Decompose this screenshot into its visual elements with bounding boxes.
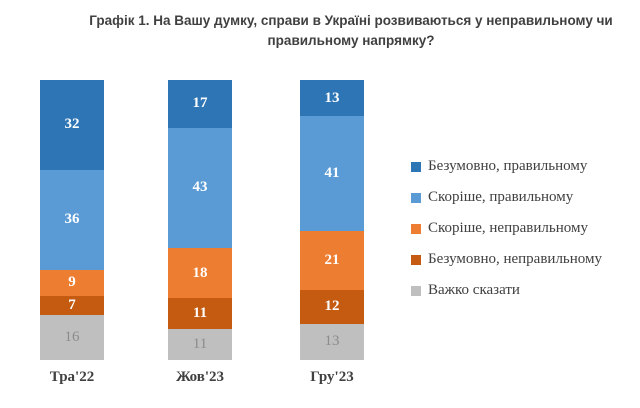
bar-value-label: 7 [68, 296, 76, 313]
legend-label: Скоріше, правильному [428, 189, 574, 205]
category-label: Гру'23 [310, 369, 354, 385]
legend-item: Важко сказати [411, 275, 602, 306]
bar-value-label: 11 [192, 336, 208, 353]
legend-item: Скоріше, неправильному [411, 213, 602, 244]
bar-value-label: 16 [64, 329, 80, 346]
legend-swatch-icon [411, 192, 421, 203]
bar-value-label: 11 [192, 305, 208, 322]
legend-swatch-icon [411, 161, 421, 172]
legend-swatch-icon [411, 254, 421, 265]
bar-segment: 11 [168, 329, 232, 360]
bar-column: 13 41 21 12 13 [300, 80, 364, 360]
legend-item: Безумовно, неправильному [411, 244, 602, 275]
bar-segment: 36 [40, 169, 104, 271]
legend-label: Безумовно, правильному [428, 158, 588, 174]
bar-segment: 9 [40, 270, 104, 296]
bar-value-label: 41 [324, 165, 340, 182]
bar-value-label: 13 [324, 333, 340, 350]
bar-value-label: 18 [192, 264, 208, 281]
chart-title: Графік 1. На Вашу думку, справи в Україн… [89, 13, 613, 48]
legend-label: Важко сказати [428, 282, 520, 298]
legend-swatch-icon [411, 223, 421, 234]
legend-item: Скоріше, правильному [411, 182, 602, 213]
bar-segment: 41 [300, 116, 364, 232]
bar-value-label: 17 [192, 95, 208, 112]
category-label: Тра'22 [49, 369, 95, 385]
bar-segment: 11 [168, 298, 232, 330]
bar-segment: 21 [300, 231, 364, 290]
bar-column: 17 43 18 11 11 [168, 80, 232, 360]
bar-segment: 18 [168, 247, 232, 299]
bar-value-label: 36 [64, 211, 80, 228]
bar-segment: 32 [40, 80, 104, 170]
bar-segment: 43 [168, 127, 232, 248]
bar-segment: 12 [300, 289, 364, 324]
bar-value-label: 13 [324, 89, 340, 106]
legend: Безумовно, правильному Скоріше, правильно… [411, 151, 602, 306]
legend-label: Скоріше, неправильному [428, 220, 588, 236]
bar-segment: 7 [40, 295, 104, 316]
legend-label: Безумовно, неправильному [428, 251, 603, 267]
bar-value-label: 32 [64, 116, 80, 133]
bar-column: 32 36 9 7 16 [40, 80, 104, 360]
category-label: Жов'23 [175, 369, 225, 385]
bar-value-label: 21 [324, 252, 340, 269]
bar-value-label: 43 [192, 179, 208, 196]
legend-item: Безумовно, правильному [411, 151, 602, 182]
bar-value-label: 9 [68, 274, 76, 291]
legend-swatch-icon [411, 285, 421, 296]
bar-segment: 13 [300, 323, 364, 360]
bar-segment: 16 [40, 315, 104, 360]
bar-value-label: 12 [324, 298, 340, 315]
bar-segment: 17 [168, 80, 232, 128]
bar-segment: 13 [300, 80, 364, 117]
plot-area: 32 36 9 7 16 17 43 18 11 11 13 41 21 12 13 [0, 80, 640, 360]
